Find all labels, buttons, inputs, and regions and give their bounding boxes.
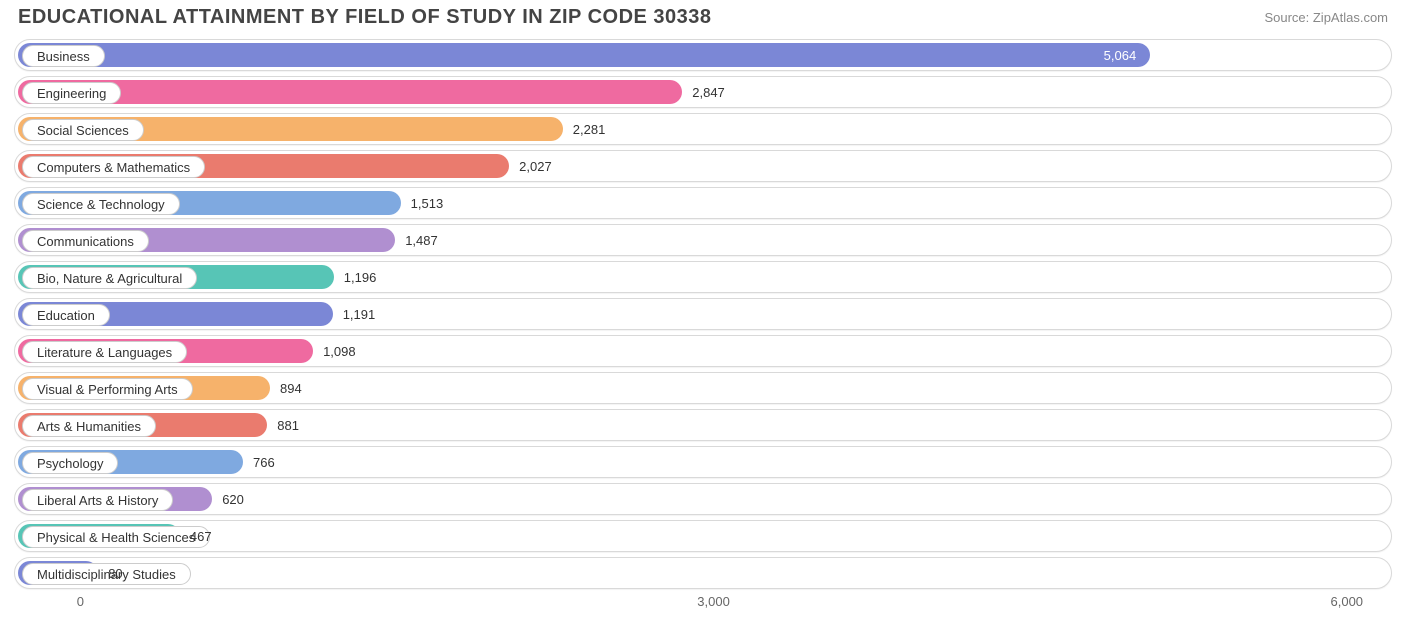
value-label: 620 (212, 484, 244, 515)
bar-row: Engineering 2,847 (14, 76, 1392, 108)
value-label: 1,191 (333, 299, 376, 330)
category-pill: Engineering (22, 82, 121, 104)
x-axis-tick: 3,000 (697, 594, 730, 609)
category-pill: Visual & Performing Arts (22, 378, 193, 400)
bar-row: Literature & Languages 1,098 (14, 335, 1392, 367)
chart-source: Source: ZipAtlas.com (1264, 6, 1388, 25)
value-label: 2,847 (682, 77, 725, 108)
bar-row: Liberal Arts & History 620 (14, 483, 1392, 515)
category-pill: Bio, Nature & Agricultural (22, 267, 197, 289)
bar-row: Communications 1,487 (14, 224, 1392, 256)
value-label: 5,064 (18, 40, 1150, 71)
bar-row: Psychology 766 (14, 446, 1392, 478)
bar-row: Bio, Nature & Agricultural 1,196 (14, 261, 1392, 293)
value-label: 2,027 (509, 151, 552, 182)
bar-row: Visual & Performing Arts 894 (14, 372, 1392, 404)
bar-row: Computers & Mathematics 2,027 (14, 150, 1392, 182)
value-label: 467 (180, 521, 212, 552)
value-label: 766 (243, 447, 275, 478)
category-pill: Liberal Arts & History (22, 489, 173, 511)
chart-area: Business5,064 Engineering 2,847 Social Scie… (0, 33, 1406, 589)
category-pill: Education (22, 304, 110, 326)
chart-header: EDUCATIONAL ATTAINMENT BY FIELD OF STUDY… (0, 0, 1406, 33)
x-axis: 0 3,000 6,000 (14, 594, 1392, 624)
value-label: 1,513 (401, 188, 444, 219)
category-pill: Science & Technology (22, 193, 180, 215)
x-axis-tick: 6,000 (1331, 594, 1364, 609)
bar-row: Education 1,191 (14, 298, 1392, 330)
category-pill: Computers & Mathematics (22, 156, 205, 178)
value-label: 80 (98, 558, 122, 589)
value-label: 1,098 (313, 336, 356, 367)
value-label: 2,281 (563, 114, 606, 145)
category-pill: Communications (22, 230, 149, 252)
bar-row: Science & Technology 1,513 (14, 187, 1392, 219)
value-label: 1,196 (334, 262, 377, 293)
bar-row: Social Sciences 2,281 (14, 113, 1392, 145)
value-label: 881 (267, 410, 299, 441)
value-label: 1,487 (395, 225, 438, 256)
bar-row: Business5,064 (14, 39, 1392, 71)
chart-title: EDUCATIONAL ATTAINMENT BY FIELD OF STUDY… (18, 6, 712, 29)
bar-row: Arts & Humanities 881 (14, 409, 1392, 441)
category-pill: Social Sciences (22, 119, 144, 141)
bar-row: Multidisciplinary Studies80 (14, 557, 1392, 589)
x-axis-tick: 0 (77, 594, 84, 609)
value-label: 894 (270, 373, 302, 404)
category-pill: Arts & Humanities (22, 415, 156, 437)
bar-row: Physical & Health Sciences467 (14, 520, 1392, 552)
category-pill: Psychology (22, 452, 118, 474)
category-pill: Literature & Languages (22, 341, 187, 363)
